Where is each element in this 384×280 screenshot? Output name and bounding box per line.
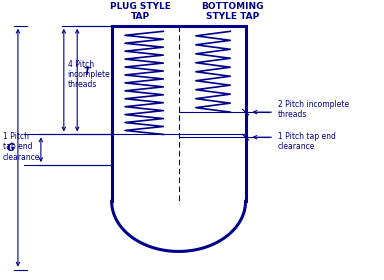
Text: 1 Pitch
tab end
clearance: 1 Pitch tab end clearance [3, 132, 40, 162]
Text: 4 Pitch
incomplete
threads: 4 Pitch incomplete threads [68, 60, 111, 89]
Text: G: G [6, 143, 14, 153]
Text: PLUG STYLE
TAP: PLUG STYLE TAP [110, 2, 171, 22]
Text: 2 Pitch incomplete
threads: 2 Pitch incomplete threads [278, 100, 349, 119]
Text: BOTTOMING
STYLE TAP: BOTTOMING STYLE TAP [201, 2, 263, 22]
Text: 1 Pitch tap end
clearance: 1 Pitch tap end clearance [278, 132, 336, 151]
Text: T: T [83, 67, 90, 77]
